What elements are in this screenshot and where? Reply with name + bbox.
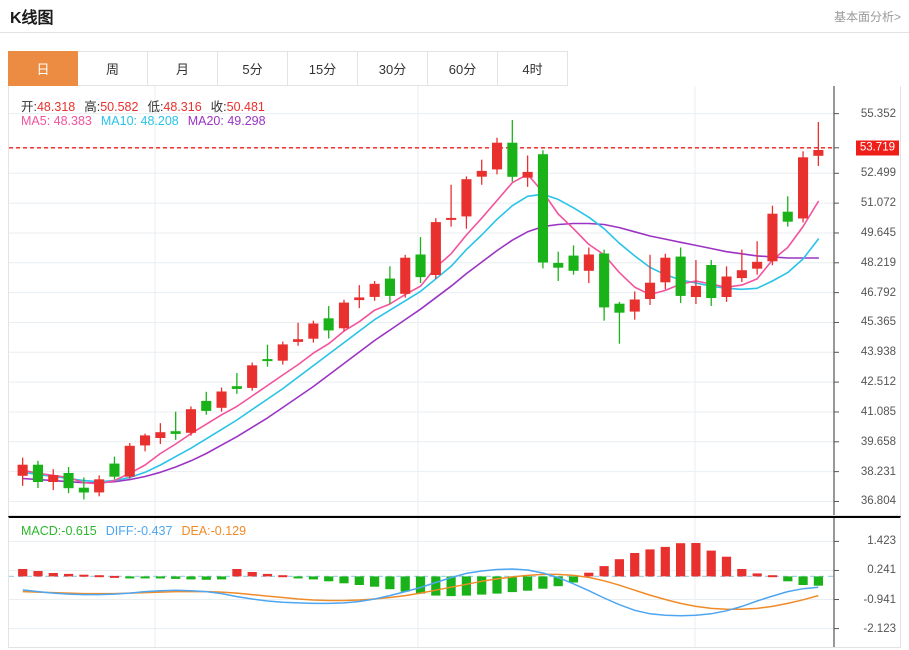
high-label: 高: xyxy=(84,100,101,114)
period-tab-label: 30分 xyxy=(378,62,407,77)
period-tab-label: 4时 xyxy=(522,62,543,77)
close-label: 收: xyxy=(210,100,227,114)
period-tab-3[interactable]: 5分 xyxy=(218,51,288,86)
period-tabbar: 日 周 月 5分 15分 30分 60分 4时 xyxy=(8,51,568,86)
period-tab-1[interactable]: 周 xyxy=(78,51,148,86)
period-tab-label: 日 xyxy=(36,62,50,77)
macd-readout: MACD:-0.615 DIFF:-0.437 DEA:-0.129 xyxy=(21,524,246,538)
price-axis-tick-12: 38.231 xyxy=(860,465,896,478)
price-axis-tick-7: 45.365 xyxy=(860,316,896,329)
price-axis-tick-9: 42.512 xyxy=(860,376,896,389)
macd-svg xyxy=(9,518,839,647)
close-value: 50.481 xyxy=(226,100,265,114)
price-chart-panel[interactable]: 开:48.318 高:50.582 低:48.316 收:50.481 MA5: 48… xyxy=(8,86,901,516)
macd-axis-tick-0: 1.423 xyxy=(867,535,896,548)
period-tab-label: 60分 xyxy=(448,62,477,77)
price-candlestick-svg xyxy=(9,86,839,515)
ma10-value: 48.208 xyxy=(140,114,179,128)
page-title: K线图 xyxy=(10,10,54,27)
dea-value: -0.129 xyxy=(210,524,247,538)
fundamental-analysis-link[interactable]: 基本面分析> xyxy=(833,10,901,24)
price-axis-tick-13: 36.804 xyxy=(860,495,896,508)
high-value: 50.582 xyxy=(100,100,139,114)
macd-axis-tick-1: 0.241 xyxy=(867,564,896,577)
period-tab-label: 周 xyxy=(105,62,119,77)
macd-value: -0.615 xyxy=(61,524,97,538)
price-axis-tick-5: 48.219 xyxy=(860,256,896,269)
period-tab-4[interactable]: 15分 xyxy=(288,51,358,86)
price-axis-tick-2: 52.499 xyxy=(860,167,896,180)
diff-label: DIFF: xyxy=(105,524,137,538)
period-tab-0[interactable]: 日 xyxy=(8,51,78,86)
price-axis-tick-0: 55.352 xyxy=(860,107,896,120)
period-tab-2[interactable]: 月 xyxy=(148,51,218,86)
price-axis-tick-11: 39.658 xyxy=(860,435,896,448)
diff-value: -0.437 xyxy=(136,524,173,538)
low-value: 48.316 xyxy=(163,100,202,114)
price-axis-tick-4: 49.645 xyxy=(860,226,896,239)
period-tab-5[interactable]: 30分 xyxy=(358,51,428,86)
price-axis-tick-3: 51.072 xyxy=(860,197,896,210)
low-label: 低: xyxy=(147,100,164,114)
ma-readout: MA5: 48.383 MA10: 48.208 MA20: 49.298 xyxy=(21,114,266,128)
page-header: K线图 基本面分析> xyxy=(0,0,909,33)
price-axis-tick-10: 41.085 xyxy=(860,405,896,418)
current-price-label: 53.719 xyxy=(855,140,899,156)
period-tab-label: 15分 xyxy=(308,62,337,77)
dea-label: DEA: xyxy=(181,524,211,538)
price-axis-tick-8: 43.938 xyxy=(860,346,896,359)
ma10-label: MA10: xyxy=(100,114,141,128)
macd-axis-tick-3: -2.123 xyxy=(863,622,896,635)
price-axis-tick-6: 46.792 xyxy=(860,286,896,299)
period-tab-label: 月 xyxy=(175,62,189,77)
macd-chart-panel[interactable]: MACD:-0.615 DIFF:-0.437 DEA:-0.129 1.423 0.… xyxy=(8,516,901,648)
ma5-label: MA5: xyxy=(21,114,54,128)
open-value: 48.318 xyxy=(36,100,76,114)
ma20-value: 49.298 xyxy=(227,114,266,128)
ohlc-readout: 开:48.318 高:50.582 低:48.316 收:50.481 xyxy=(21,96,265,115)
macd-label: MACD: xyxy=(21,524,62,538)
period-tab-label: 5分 xyxy=(242,62,263,77)
open-label: 开: xyxy=(21,100,37,114)
period-tab-6[interactable]: 60分 xyxy=(428,51,498,86)
period-tab-7[interactable]: 4时 xyxy=(498,51,568,86)
ma20-label: MA20: xyxy=(187,114,228,128)
ma5-value: 48.383 xyxy=(53,114,92,128)
macd-axis-tick-2: -0.941 xyxy=(863,593,896,606)
